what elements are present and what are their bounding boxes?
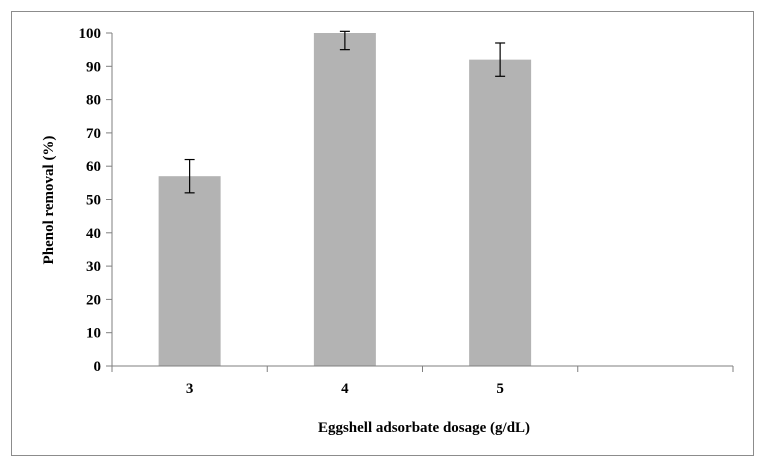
plot-area: 0 10 20 30 40 50 60 70 80 90 100 3 4 5 (79, 26, 734, 397)
chart-frame (11, 11, 754, 456)
y-tick-label-100: 100 (79, 26, 102, 42)
x-axis-title: Eggshell adsorbate dosage (g/dL) (318, 420, 530, 436)
bar-5 (469, 59, 532, 366)
y-tick-label-30: 30 (86, 259, 101, 275)
x-tick-label-3: 3 (186, 381, 194, 397)
y-tick-label-50: 50 (86, 193, 101, 209)
y-tick-label-40: 40 (86, 226, 101, 242)
y-tick-label-0: 0 (94, 359, 102, 375)
x-tick-label-4: 4 (341, 381, 349, 397)
bar-3 (158, 176, 221, 366)
y-tick-label-10: 10 (86, 326, 101, 342)
y-tick-label-80: 80 (86, 93, 101, 109)
y-tick-label-70: 70 (86, 126, 101, 142)
y-tick-label-20: 20 (86, 292, 101, 308)
y-axis-title: Phenol removal (%) (41, 136, 57, 265)
y-tick-label-60: 60 (86, 159, 101, 175)
x-tick-label-5: 5 (496, 381, 504, 397)
bar-4 (313, 33, 376, 366)
y-tick-label-90: 90 (86, 59, 101, 75)
